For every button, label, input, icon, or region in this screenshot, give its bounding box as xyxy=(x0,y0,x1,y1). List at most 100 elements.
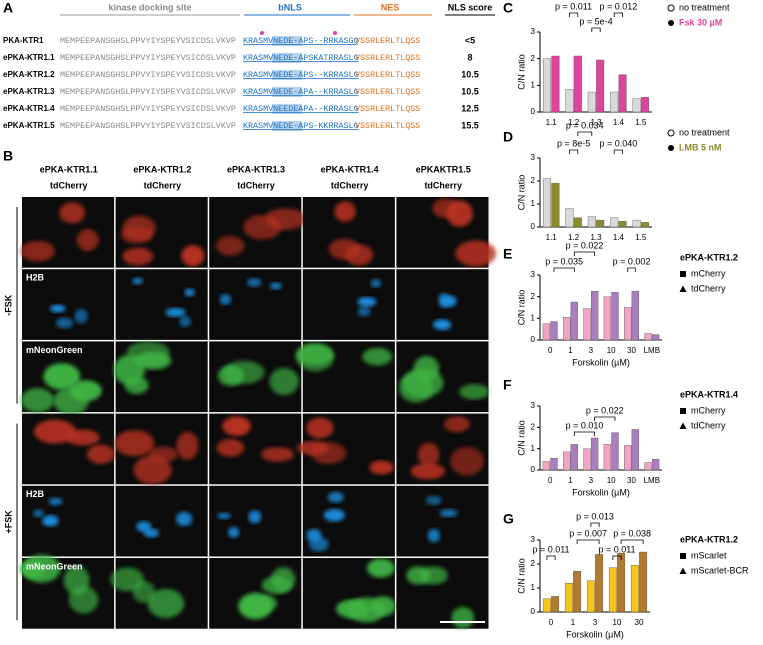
cell xyxy=(122,215,156,241)
cells xyxy=(20,202,99,262)
cell xyxy=(362,347,393,366)
y-tick-label: 1 xyxy=(531,80,536,89)
bar xyxy=(631,291,639,341)
column-header: ePKA-KTR1.1 xyxy=(40,164,98,174)
bar xyxy=(570,301,578,341)
column-header: tdCherry xyxy=(237,180,275,190)
y-tick-label: 3 xyxy=(531,153,536,162)
x-tick-label: 1.3 xyxy=(590,233,602,242)
cell xyxy=(216,438,245,457)
cell xyxy=(439,509,458,517)
x-tick-label: 1.5 xyxy=(635,118,647,127)
y-tick-label: 0 xyxy=(531,465,536,474)
y-axis-label: C/N ratio xyxy=(516,420,526,456)
cell xyxy=(459,384,490,400)
legend-label: LMB 5 nM xyxy=(679,142,722,152)
cell xyxy=(33,419,77,444)
cell xyxy=(444,416,470,433)
seq-highlight xyxy=(272,121,302,131)
legend-marker xyxy=(667,129,675,137)
x-tick-label: LMB xyxy=(644,476,660,485)
cell xyxy=(184,288,195,297)
seq-nes: VSSRLERLTLQSS xyxy=(355,121,420,131)
cell xyxy=(243,214,282,240)
cell xyxy=(20,559,45,579)
cell xyxy=(261,447,295,462)
y-tick-label: 3 xyxy=(531,401,536,410)
bar xyxy=(565,89,574,113)
x-tick-label: 1.4 xyxy=(613,118,625,127)
channel-label: H2B xyxy=(26,489,45,499)
cells xyxy=(297,417,394,475)
y-tick-label: 3 xyxy=(531,270,536,279)
significance-bracket xyxy=(591,27,601,32)
p-value: p = 0.022 xyxy=(586,405,624,415)
cell xyxy=(217,365,244,386)
cell xyxy=(438,293,450,308)
cell xyxy=(179,316,191,328)
cell xyxy=(308,537,329,552)
cell xyxy=(410,463,445,480)
cells xyxy=(406,566,475,629)
construct-name: PKA-KTR1 xyxy=(3,36,44,45)
legend-marker xyxy=(680,408,686,414)
header: NES xyxy=(381,2,400,12)
x-axis-label: Forskolin (µM) xyxy=(572,487,630,497)
legend-label: no treatment xyxy=(679,2,730,12)
cell xyxy=(406,566,431,585)
seq-bnls: KRASMVNEDE-APS--KRRASLG xyxy=(243,70,359,80)
seq-bnls: KRASMVNEDE-APS-KKRRASLG xyxy=(243,121,359,131)
significance-bracket xyxy=(553,267,575,272)
seq-bnls: KRASMVNEDE-APA--KRRASLG xyxy=(243,87,359,97)
bar xyxy=(542,461,551,471)
y-tick-label: 2 xyxy=(531,176,536,185)
cells xyxy=(398,355,490,403)
bar xyxy=(603,296,612,341)
x-tick-label: 10 xyxy=(613,618,622,627)
cells xyxy=(357,279,382,317)
significance-bracket xyxy=(569,12,579,17)
p-value: p = 0.034 xyxy=(566,120,604,130)
cells xyxy=(217,360,299,396)
y-tick-label: 2 xyxy=(531,559,536,568)
cell xyxy=(328,238,360,260)
seq-nes: VSSRLERLTLQSS xyxy=(355,70,420,80)
cell xyxy=(357,297,377,307)
cells xyxy=(20,554,99,614)
panel-label: F xyxy=(503,377,512,393)
legend-marker xyxy=(679,422,687,429)
cells xyxy=(132,277,195,328)
cell xyxy=(74,308,88,324)
x-tick-label: 3 xyxy=(589,346,594,355)
column-header: ePKA-KTR1.4 xyxy=(321,164,379,174)
bar xyxy=(651,459,660,471)
x-tick-label: 3 xyxy=(589,476,594,485)
cell xyxy=(32,509,44,518)
cell xyxy=(228,527,240,538)
bar xyxy=(624,445,632,471)
bar xyxy=(596,59,605,113)
x-tick-label: 1.3 xyxy=(590,118,602,127)
column-header: tdCherry xyxy=(424,180,462,190)
seq-nes: VSSRLERLTLQSS xyxy=(355,87,420,97)
channel-label: mNeonGreen xyxy=(26,345,83,355)
panel-label: E xyxy=(503,246,512,262)
significance-bracket xyxy=(594,416,616,421)
construct-name: ePKA-KTR1.1 xyxy=(3,53,55,62)
column-header: tdCherry xyxy=(331,180,369,190)
x-tick-label: 1 xyxy=(568,346,573,355)
phospho-site xyxy=(333,31,337,35)
column-header: ePKA-KTR1.2 xyxy=(133,164,191,174)
seq-nes: VSSRLERLTLQSS xyxy=(355,104,420,114)
cells xyxy=(215,208,307,256)
bar xyxy=(543,58,552,113)
p-value: p = 8e-5 xyxy=(557,138,590,148)
construct-name: ePKA-KTR1.5 xyxy=(3,121,55,130)
phospho-site xyxy=(260,31,264,35)
seq-highlight xyxy=(272,53,302,63)
significance-bracket xyxy=(627,267,636,272)
p-value: p = 5e-4 xyxy=(579,16,612,26)
cell xyxy=(124,376,149,394)
bar xyxy=(570,444,578,471)
